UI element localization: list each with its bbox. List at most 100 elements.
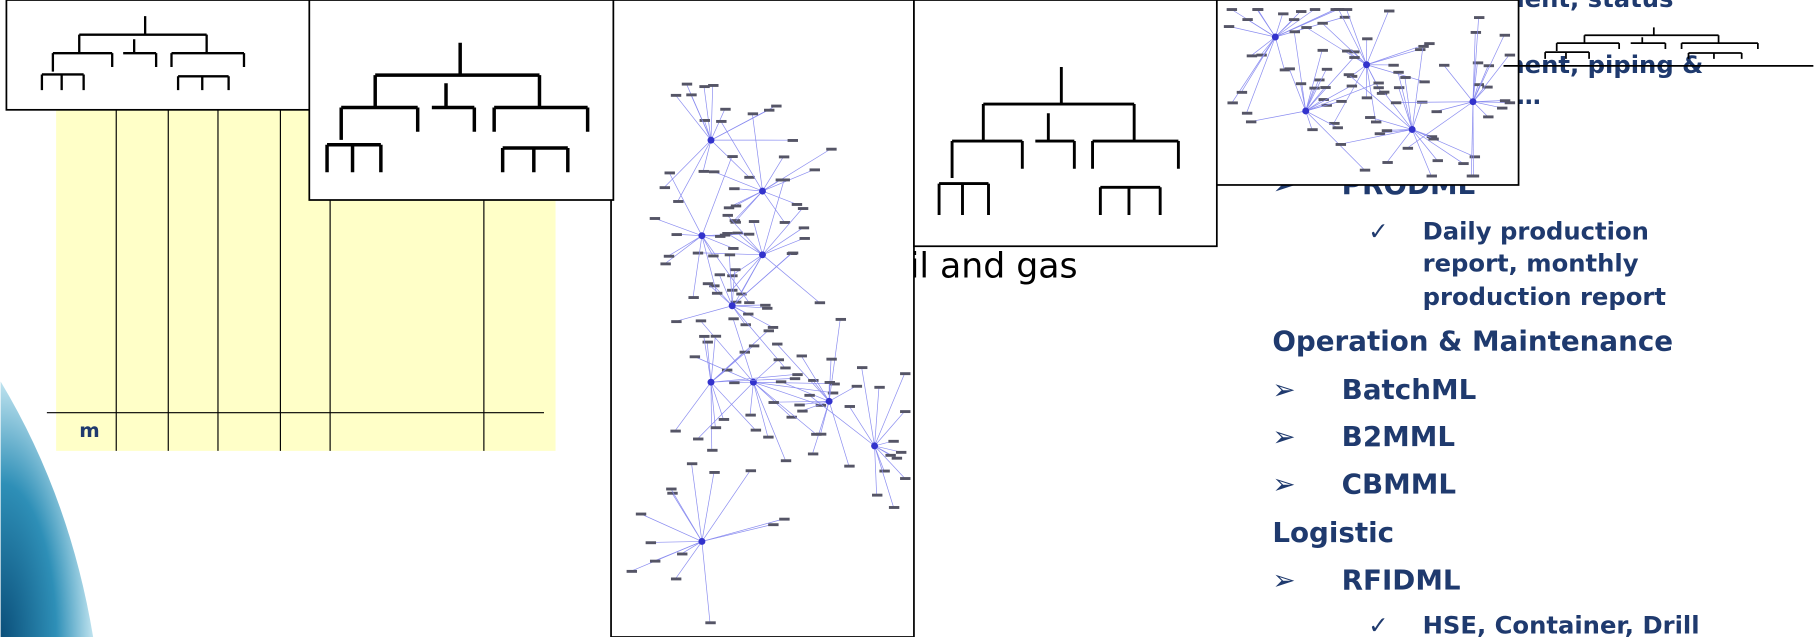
network-node [768,401,779,404]
network-node [1426,174,1437,178]
network-node [670,93,682,97]
network-hub [728,302,736,310]
network-hub [707,136,715,144]
network-node [1227,101,1238,105]
network-node [695,319,707,323]
network-node [1393,86,1405,90]
network-node [786,415,797,419]
network-node [768,523,779,527]
network-node [1426,135,1438,139]
network-node [649,559,661,563]
network-node [1246,54,1258,58]
network-edge [701,524,773,542]
network-node [779,178,790,182]
network-node [686,462,698,466]
tree-diagram [937,67,1180,216]
network-edge [874,411,905,447]
network-node [1241,111,1253,115]
list-text: CBMML [1342,468,1456,501]
network-node [773,358,785,362]
network-node [792,373,803,377]
network-edge [1346,9,1367,65]
network-edge [1411,129,1464,164]
network-edge [1411,129,1438,161]
slide-text: oil and gas [889,246,1078,286]
network-edge [1305,100,1342,112]
network-edge [1275,8,1336,38]
list-text: Operation & Maintenance [1272,324,1673,357]
network-edge [720,120,763,192]
network-edge [1472,32,1476,102]
list-text: Daily production [1423,216,1649,245]
network-node [851,384,863,388]
network-node [666,487,677,491]
list-marker: ➢ [1272,373,1295,406]
network-node [710,426,722,430]
network-node [1431,110,1442,114]
tree-edge [1098,185,1162,216]
network-node [1226,8,1238,11]
network-edge [1275,19,1294,38]
network-hub [1363,61,1371,69]
network-edge [731,269,736,306]
network-edge [701,541,711,623]
network-node [794,403,805,407]
network-node [796,354,807,358]
network-node [1483,64,1495,68]
network-node [1418,44,1429,48]
network-node [779,517,790,521]
list-marker: ➢ [1272,468,1295,501]
network-node [660,262,671,266]
network-node [722,232,733,235]
network-edge [1398,87,1413,130]
network-edge [713,285,733,306]
network-node [743,312,754,316]
network-node [1370,120,1382,124]
network-edge [701,235,733,249]
network-node [663,254,675,258]
tree-edge [950,139,1180,179]
tree-edge [937,182,990,216]
network-edge [710,381,756,431]
tree-edge [431,83,477,132]
network-node [730,268,741,272]
network-edge [710,85,714,141]
network-node [635,512,647,516]
network-edge [801,400,830,412]
network-edge [731,252,793,307]
tree-edge [40,73,85,91]
network-node [814,301,826,305]
network-node [778,155,790,159]
network-node [1318,98,1329,101]
network-edge [874,373,906,447]
network-node [1317,21,1328,25]
network-node [699,119,711,122]
network-node [707,448,718,452]
network-node [760,303,771,307]
network-node [729,381,740,385]
network-edge [1411,46,1424,130]
network-node [1342,49,1353,53]
network-hub [1302,107,1310,115]
network-edge [710,382,724,420]
network-edge [773,400,830,403]
network-node [1382,161,1393,164]
network-node [1402,146,1414,150]
network-node [787,139,798,142]
network-node [1504,53,1516,57]
network-edge [1366,48,1420,66]
tree-edge [176,75,230,91]
network-node [1374,132,1386,136]
network-edge [1472,34,1505,102]
network-edge [1274,36,1285,70]
network-edge [1411,101,1422,130]
network-edge [1407,101,1474,149]
network-edge [654,541,703,562]
network-edge [762,179,785,255]
network-edge [675,541,703,579]
network-node [710,334,722,338]
network-edge [762,179,781,192]
network-edge [1305,56,1355,112]
network-edge [664,235,703,264]
list-text: Logistic [1272,516,1394,549]
